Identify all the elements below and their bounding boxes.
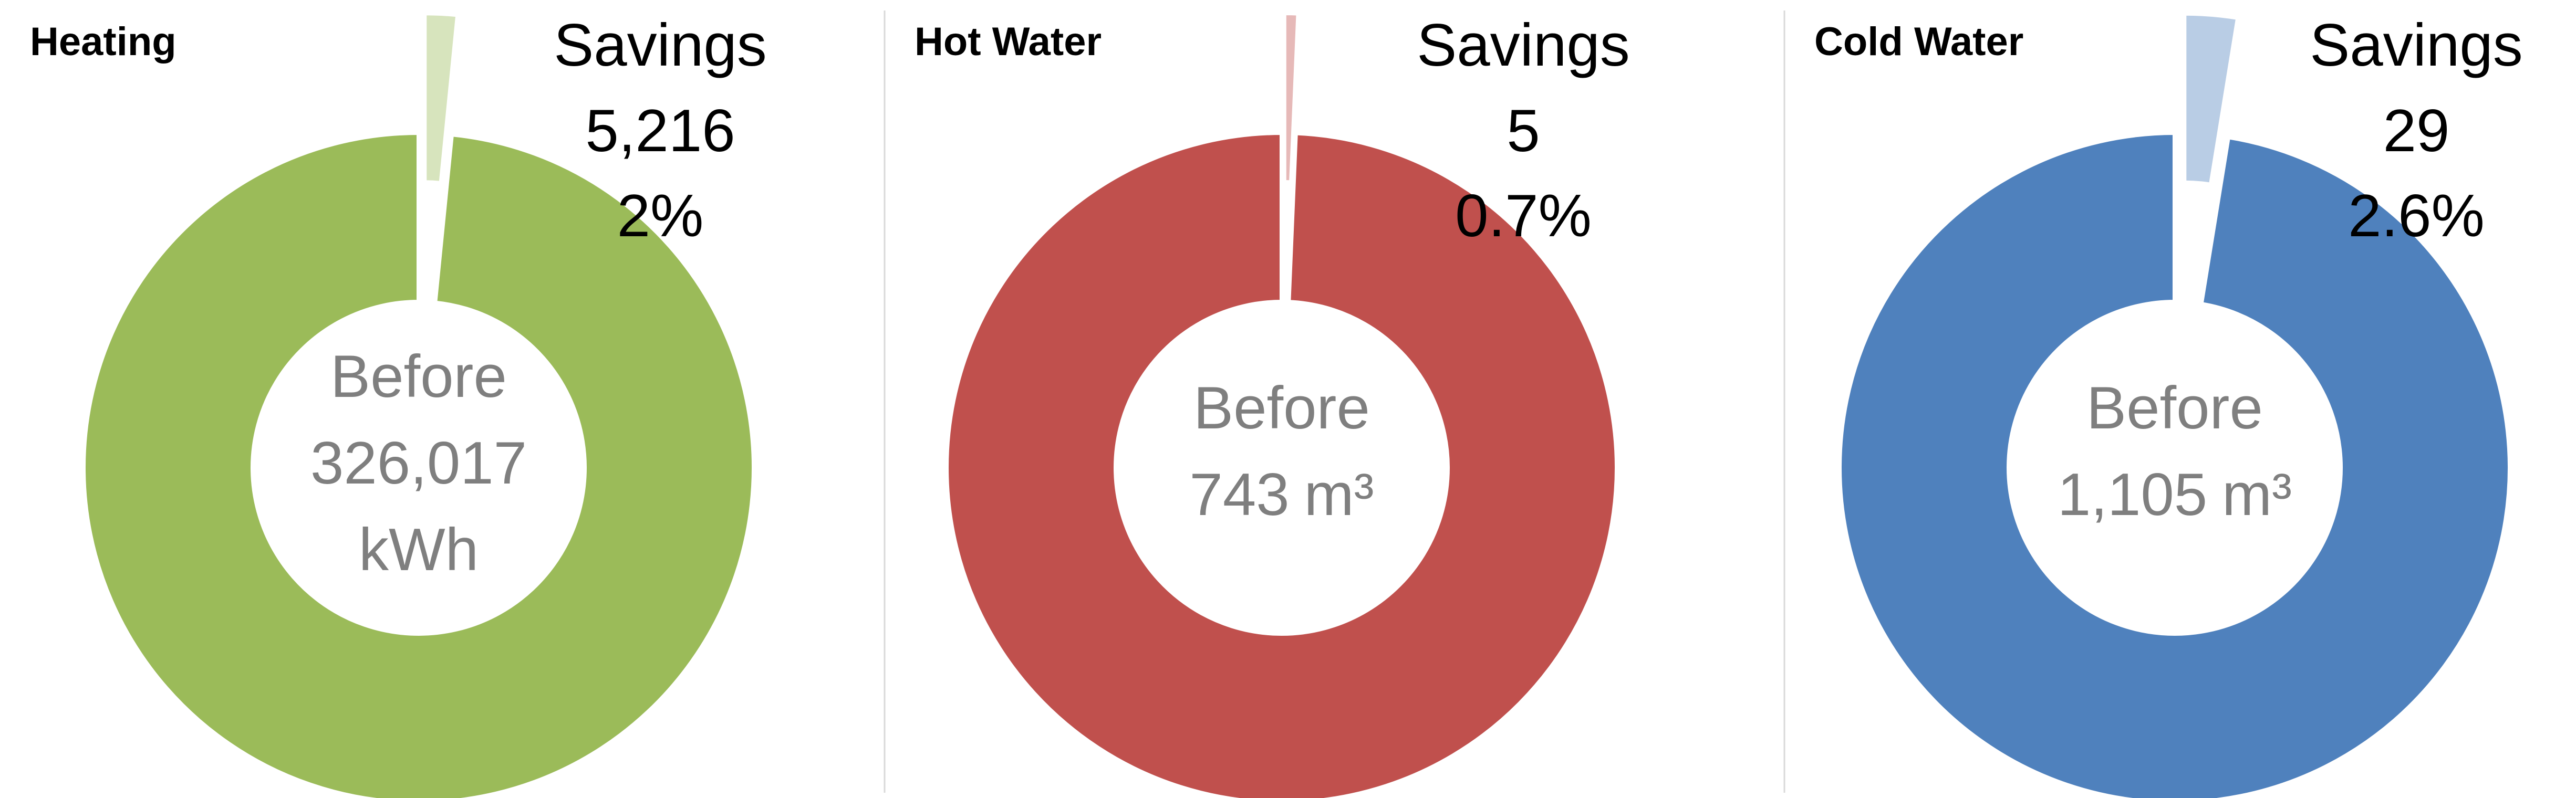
savings-percent: 0.7% [1455, 183, 1592, 249]
before-unit: kWh [359, 517, 479, 583]
before-label: Before [330, 343, 507, 410]
before-slice [1837, 130, 2512, 798]
center-label: Before 1,105 m³ [2058, 375, 2292, 528]
savings-value: 5,216 [585, 98, 735, 164]
savings-value: 29 [2383, 98, 2450, 164]
before-value-number: 1,105 [2058, 461, 2207, 528]
savings-label: Savings [1417, 12, 1630, 79]
savings-label: Savings [554, 12, 767, 79]
savings-slice [1282, 11, 1301, 185]
savings-slice [2182, 11, 2240, 187]
before-slice [81, 130, 756, 798]
before-value: 743 m³ [1189, 461, 1374, 528]
before-unit: m³ [2222, 461, 2292, 528]
savings-value: 5 [1507, 98, 1540, 164]
before-slice [944, 130, 1619, 798]
before-label: Before [2086, 375, 2263, 442]
savings-slice [422, 11, 460, 186]
before-value: 326,017 [310, 430, 527, 497]
before-value-number: 326,017 [310, 430, 527, 497]
savings-percent: 2% [617, 183, 704, 249]
savings-percent: 2.6% [2348, 183, 2485, 249]
center-label: Before 326,017 kWh [310, 343, 527, 583]
before-unit: m³ [1304, 461, 1374, 528]
before-value-number: 743 [1189, 461, 1289, 528]
before-value: 1,105 m³ [2058, 461, 2292, 528]
chart-title: Cold Water [1814, 19, 2023, 64]
chart-title: Hot Water [915, 19, 1102, 64]
before-label: Before [1193, 375, 1370, 442]
center-label: Before 743 m³ [1189, 375, 1374, 528]
chart-title: Heating [30, 19, 176, 64]
savings-label: Savings [2310, 12, 2523, 79]
